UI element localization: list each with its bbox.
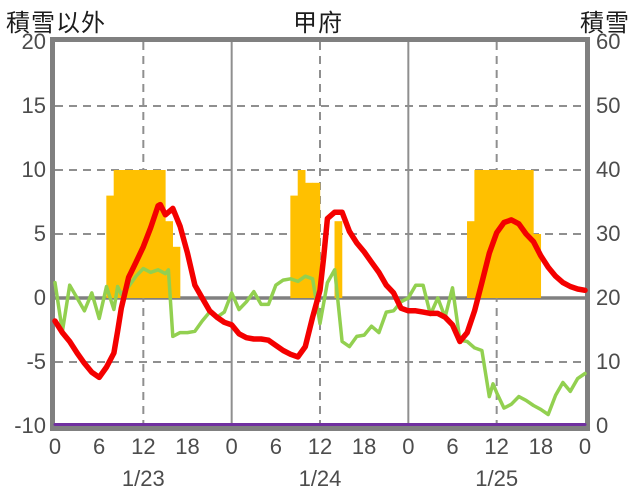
left-axis-tick-label: 0 — [33, 285, 46, 310]
x-axis-tick-label: 6 — [93, 434, 106, 459]
x-axis-tick-label: 18 — [175, 434, 200, 459]
x-axis-tick-label: 12 — [131, 434, 156, 459]
right-axis-tick-label: 50 — [596, 93, 621, 118]
date-label: 1/24 — [298, 466, 342, 491]
left-axis-tick-label: 10 — [21, 157, 46, 182]
x-axis-tick-label: 18 — [528, 434, 554, 459]
left-axis-tick-label: 20 — [21, 29, 46, 54]
x-axis-tick-label: 0 — [578, 434, 592, 459]
x-axis-tick-label: 6 — [446, 434, 459, 459]
right-axis-tick-label: 10 — [596, 349, 621, 374]
right-axis-tick-label: 30 — [596, 221, 621, 246]
left-axis-tick-label: 5 — [33, 221, 46, 246]
right-axis-tick-label: 60 — [596, 29, 621, 54]
right-axis-title: 積雪 — [580, 10, 630, 37]
right-axis-tick-label: 20 — [596, 285, 621, 310]
x-axis-tick-label: 0 — [225, 434, 238, 459]
left-axis-tick-label: 15 — [21, 93, 46, 118]
x-axis-tick-label: 12 — [484, 434, 509, 459]
chart-title: 甲府 — [293, 10, 343, 37]
left-axis-tick-label: -10 — [14, 413, 46, 438]
x-axis-tick-label: 12 — [307, 434, 333, 459]
x-axis-tick-label: 0 — [48, 434, 62, 459]
date-label: 1/25 — [475, 466, 519, 491]
x-axis-tick-label: 18 — [351, 434, 377, 459]
right-axis-tick-label: 0 — [596, 413, 609, 438]
x-axis-tick-label: 6 — [269, 434, 282, 459]
left-axis-tick-label: -5 — [26, 349, 46, 374]
x-axis-tick-label: 0 — [402, 434, 415, 459]
right-axis-tick-label: 40 — [596, 157, 621, 182]
date-label: 1/23 — [121, 466, 165, 491]
left-axis-title: 積雪以外 — [6, 10, 106, 37]
